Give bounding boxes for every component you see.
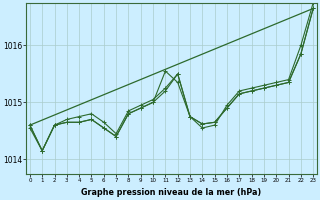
X-axis label: Graphe pression niveau de la mer (hPa): Graphe pression niveau de la mer (hPa) (81, 188, 262, 197)
